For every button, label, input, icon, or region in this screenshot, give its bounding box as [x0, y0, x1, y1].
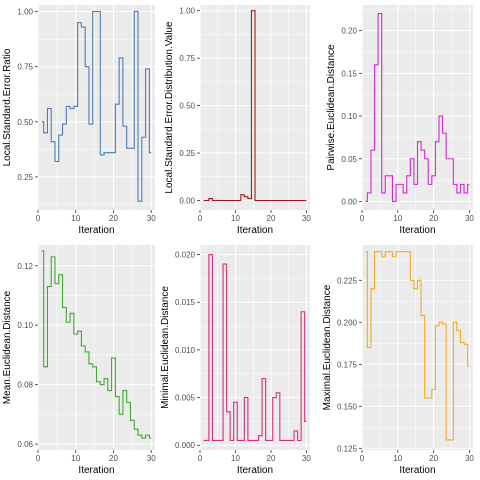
y-axis-title: Local.Standard.Error.Ratio: [2, 48, 13, 166]
y-axis-title: Local.Standard.Error.Distribution.Value: [164, 21, 175, 194]
y-tick-label: 0.50: [17, 118, 33, 127]
y-tick-label: 0.020: [175, 251, 196, 260]
plot-area: [362, 245, 473, 450]
chart-panel-2: 0 10 20 30 0.00 0.25 0.50 0.75 1.00 Iteration Loca…: [164, 5, 311, 236]
x-tick-label: 10: [393, 454, 402, 463]
x-tick-label: 20: [267, 214, 276, 223]
chart-panel-5: 0 10 20 30 0.000 0.005 0.010 0.015 0.020 Iteratio…: [160, 245, 311, 476]
series-line: [365, 12, 470, 203]
y-axis-title: Pairwise.Euclidean.Distance: [326, 44, 337, 171]
y-tick-label: 0.50: [179, 102, 195, 111]
x-tick-label: 10: [71, 454, 80, 463]
y-tick-label: 0.015: [175, 298, 196, 307]
x-tick-label: 20: [109, 454, 118, 463]
x-tick-label: 10: [71, 214, 80, 223]
x-tick-label: 10: [393, 214, 402, 223]
x-tick-label: 0: [360, 454, 365, 463]
series-line: [203, 10, 307, 202]
x-axis-title: Iteration: [399, 465, 435, 476]
x-tick-label: 20: [109, 214, 118, 223]
chart-panel-4: 0 10 20 30 0.06 0.08 0.10 0.12 Iteration Mean.Euc…: [2, 245, 156, 476]
chart-panel-1: 0 10 20 30 0.25 0.50 0.75 1.00 Iteration Local.St…: [2, 5, 156, 236]
y-tick-label: 0.225: [337, 276, 358, 285]
y-tick-label: 0.00: [341, 197, 357, 206]
y-tick-label: 0.175: [337, 360, 358, 369]
y-tick-label: 0.20: [341, 27, 357, 36]
x-tick-label: 30: [465, 454, 474, 463]
x-tick-label: 20: [267, 454, 276, 463]
y-tick-label: 0.12: [17, 262, 33, 271]
y-axis-title: Minimal.Euclidean.Distance: [160, 286, 171, 409]
y-tick-label: 0.15: [341, 69, 357, 78]
x-tick-label: 20: [429, 454, 438, 463]
x-axis-title: Iteration: [237, 465, 273, 476]
y-tick-label: 0.75: [179, 54, 195, 63]
x-tick-label: 30: [302, 454, 311, 463]
y-tick-label: 0.200: [337, 318, 358, 327]
chart-panel-3: 0 10 20 30 0.00 0.05 0.10 0.15 0.20 Iteration Pair…: [326, 5, 474, 236]
series-line: [365, 251, 470, 441]
x-tick-label: 10: [231, 214, 240, 223]
x-tick-label: 0: [198, 454, 203, 463]
y-tick-label: 0.06: [17, 440, 33, 449]
x-axis-title: Iteration: [237, 225, 273, 236]
y-tick-label: 0.005: [175, 394, 196, 403]
series-line: [41, 250, 152, 439]
chart-panel-6: 0 10 20 30 0.125 0.150 0.175 0.200 0.225 Iteratio…: [322, 245, 474, 476]
y-axis-title: Mean.Euclidean.Distance: [2, 290, 13, 404]
y-tick-label: 0.08: [17, 381, 33, 390]
y-tick-label: 0.125: [337, 444, 358, 453]
y-tick-label: 1.00: [179, 7, 195, 16]
y-axis-title: Maximal.Euclidean.Distance: [322, 284, 333, 410]
x-tick-label: 10: [231, 454, 240, 463]
plot-area: [200, 245, 310, 450]
series-line: [203, 253, 307, 442]
plot-area: [38, 5, 155, 210]
y-tick-label: 0.000: [175, 441, 196, 450]
y-tick-label: 0.05: [341, 155, 357, 164]
plot-area: [38, 245, 155, 450]
x-tick-label: 0: [360, 214, 365, 223]
y-tick-label: 1.00: [17, 8, 33, 17]
x-tick-label: 30: [147, 454, 156, 463]
x-tick-label: 30: [302, 214, 311, 223]
x-axis-title: Iteration: [78, 225, 114, 236]
y-tick-label: 0.10: [341, 112, 357, 121]
x-axis-title: Iteration: [78, 465, 114, 476]
y-tick-label: 0.75: [17, 63, 33, 72]
x-tick-label: 0: [198, 214, 203, 223]
y-tick-label: 0.00: [179, 197, 195, 206]
y-tick-label: 0.25: [17, 173, 33, 182]
x-tick-label: 30: [147, 214, 156, 223]
x-axis-title: Iteration: [399, 225, 435, 236]
x-tick-label: 20: [429, 214, 438, 223]
y-tick-label: 0.25: [179, 149, 195, 158]
y-tick-label: 0.150: [337, 402, 358, 411]
x-tick-label: 0: [36, 214, 41, 223]
x-tick-label: 0: [36, 454, 41, 463]
y-tick-label: 0.10: [17, 321, 33, 330]
x-tick-label: 30: [465, 214, 474, 223]
y-tick-label: 0.010: [175, 346, 196, 355]
series-line: [41, 11, 152, 202]
